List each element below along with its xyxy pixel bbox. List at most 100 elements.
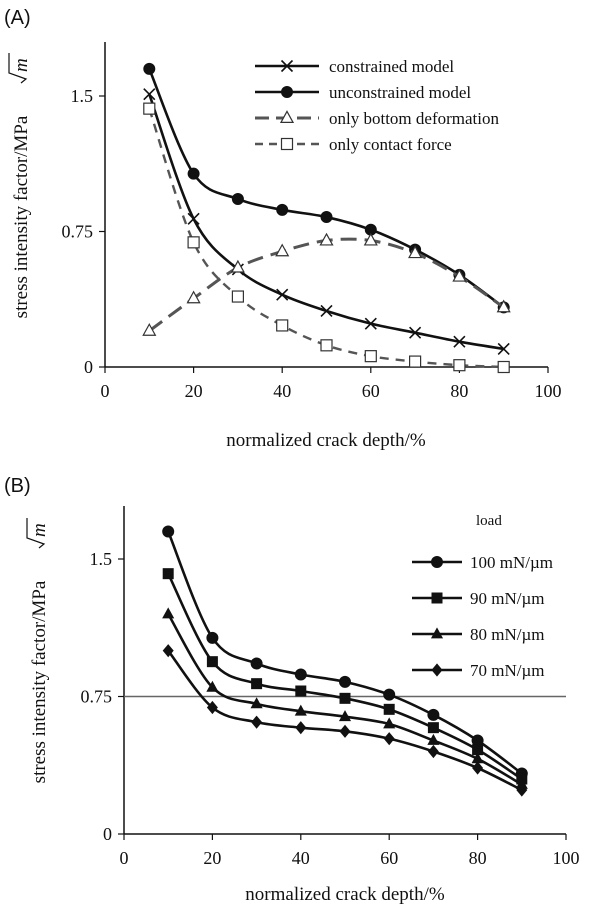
series-4 xyxy=(143,102,510,374)
x-tick-label: 80 xyxy=(469,848,487,868)
y-tick-label: 1.5 xyxy=(71,86,94,106)
legend-marker xyxy=(281,86,293,98)
data-point xyxy=(497,360,510,374)
y-tick-label: 0 xyxy=(84,357,93,377)
y-tick-label: 0.75 xyxy=(81,687,113,707)
data-point xyxy=(142,323,157,336)
x-tick-label: 40 xyxy=(292,848,310,868)
x-tick-label: 40 xyxy=(273,381,291,401)
data-point xyxy=(383,703,395,715)
data-point xyxy=(338,710,352,722)
series-3 xyxy=(162,607,528,789)
data-point xyxy=(294,668,307,681)
panel-b-y-title-sqrt: m xyxy=(29,523,50,537)
x-tick-label: 60 xyxy=(362,381,380,401)
panel-b: (B) 0 20 40 60 80 100 0 0.75 1.5 normalized cra… xyxy=(4,475,580,905)
data-point xyxy=(162,568,174,580)
legend-label: 90 mN/µm xyxy=(470,589,545,608)
x-tick-label: 0 xyxy=(101,381,110,401)
legend-item-2: 90 mN/µm xyxy=(412,589,545,608)
data-point xyxy=(339,724,351,738)
data-point xyxy=(452,268,467,282)
data-point xyxy=(206,700,218,715)
data-point xyxy=(339,675,351,688)
panel-b-legend: load 100 mN/µm 90 mN/µm 80 mN/µm 70 mN/µm xyxy=(412,513,553,680)
panel-b-label: (B) xyxy=(4,475,31,497)
data-point xyxy=(472,744,484,756)
data-point xyxy=(472,761,484,775)
data-point xyxy=(276,203,289,216)
data-point xyxy=(251,715,263,729)
data-point xyxy=(230,259,245,273)
data-point xyxy=(275,243,290,257)
data-point xyxy=(162,644,174,658)
legend-item-4: only contact force xyxy=(255,135,452,154)
data-point xyxy=(409,326,422,339)
data-point xyxy=(409,355,422,368)
data-point xyxy=(319,232,334,246)
legend-label: 100 mN/µm xyxy=(470,553,553,572)
data-point xyxy=(187,167,200,180)
panel-a-y-title-sqrt: m xyxy=(11,58,32,72)
x-tick-label: 20 xyxy=(203,848,221,868)
legend-marker xyxy=(431,663,443,677)
data-point xyxy=(383,717,396,729)
data-point xyxy=(206,631,219,644)
data-point xyxy=(186,290,201,304)
data-point xyxy=(231,192,244,205)
data-point xyxy=(162,607,175,619)
data-point xyxy=(206,656,218,668)
data-point xyxy=(250,657,263,670)
data-point xyxy=(363,232,378,246)
data-point xyxy=(251,678,263,690)
data-point xyxy=(427,733,440,745)
legend-label: constrained model xyxy=(329,57,454,76)
data-point xyxy=(453,335,466,348)
data-point xyxy=(320,304,333,318)
data-point xyxy=(294,704,307,716)
series-4 xyxy=(162,644,528,797)
x-tick-label: 60 xyxy=(380,848,398,868)
data-point xyxy=(250,697,263,709)
legend-item-4: 70 mN/µm xyxy=(412,661,545,680)
data-point xyxy=(496,299,511,313)
data-point xyxy=(187,236,200,249)
y-tick-label: 0.75 xyxy=(62,222,94,242)
series-line xyxy=(148,237,505,333)
panel-b-x-title: normalized crack depth/% xyxy=(245,884,445,905)
data-point xyxy=(276,288,289,301)
legend-marker xyxy=(431,556,443,568)
legend-marker xyxy=(279,110,295,123)
data-point xyxy=(383,732,395,746)
legend-item-3: only bottom deformation xyxy=(255,109,499,128)
data-point xyxy=(364,317,377,330)
panel-a-label: (A) xyxy=(4,7,31,29)
data-point xyxy=(206,680,219,692)
x-tick-label: 0 xyxy=(120,848,129,868)
data-point xyxy=(162,525,175,538)
panel-a-y-title: stress intensity factor/MPa m xyxy=(8,53,32,318)
legend-item-1: constrained model xyxy=(255,57,454,76)
y-tick-label: 1.5 xyxy=(90,549,113,569)
legend-marker xyxy=(280,59,294,73)
data-point xyxy=(295,721,307,735)
legend-label: only bottom deformation xyxy=(329,109,499,128)
panel-b-legend-title: load xyxy=(476,513,502,529)
series-line xyxy=(148,68,505,309)
data-point xyxy=(143,62,156,75)
legend-item-2: unconstrained model xyxy=(255,83,471,102)
panel-b-y-title-text: stress intensity factor/MPa xyxy=(29,580,50,783)
data-point xyxy=(143,102,156,115)
data-point xyxy=(427,708,440,721)
data-point xyxy=(276,319,289,332)
panel-a: (A) 0 20 40 60 80 100 0 0.75 1.5 normalized cra… xyxy=(4,7,562,451)
legend-label: 80 mN/µm xyxy=(470,625,545,644)
data-point xyxy=(471,752,484,764)
x-tick-label: 20 xyxy=(185,381,203,401)
data-point xyxy=(453,359,466,372)
panel-a-y-title-text: stress intensity factor/MPa xyxy=(11,115,32,318)
legend-marker xyxy=(430,627,444,639)
x-tick-label: 80 xyxy=(450,381,468,401)
data-point xyxy=(231,290,244,303)
